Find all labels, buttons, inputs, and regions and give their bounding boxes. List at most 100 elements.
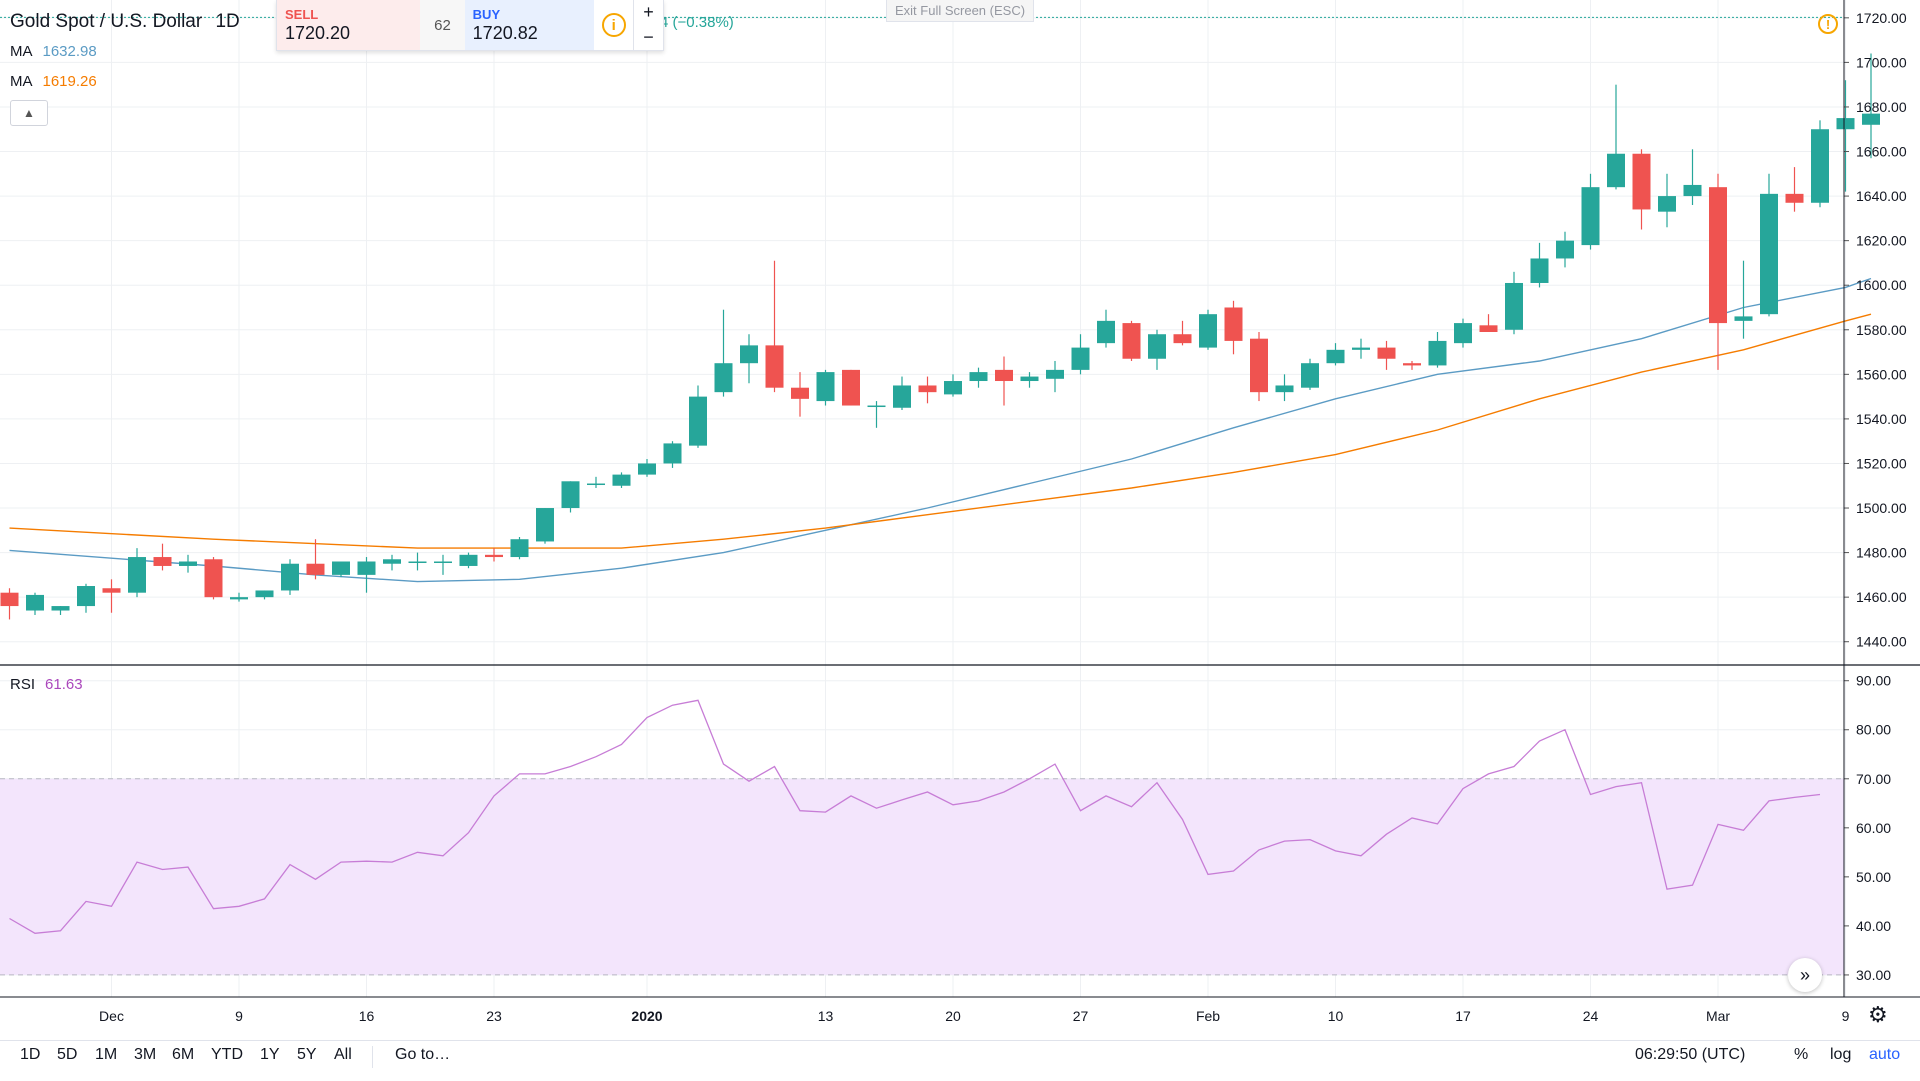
- candle: [1505, 271, 1523, 335]
- rsi-axis-label: 60.00: [1856, 820, 1891, 836]
- utc-clock[interactable]: 06:29:50 (UTC): [1635, 1046, 1746, 1063]
- price-axis-label: 1580.00: [1856, 322, 1907, 338]
- candle-body: [204, 559, 223, 598]
- range-button-5y[interactable]: 5Y: [297, 1046, 317, 1063]
- candle: [1275, 374, 1294, 402]
- rsi-band: [0, 778, 1844, 975]
- zoom-in-button[interactable]: +: [643, 2, 654, 22]
- candle: [969, 367, 988, 388]
- symbol-title: Gold Spot / U.S. Dollar: [10, 11, 203, 32]
- range-button-5d[interactable]: 5D: [57, 1046, 78, 1063]
- range-button-6m[interactable]: 6M: [172, 1046, 195, 1063]
- candle-body: [995, 369, 1013, 382]
- time-axis-label: 9: [1842, 1008, 1850, 1024]
- axes: Dec 9 16 23 2020 13 20 27 Feb 10 17 24 Mar 9 1440.00 14…: [0, 0, 1920, 1024]
- candle-body: [893, 385, 911, 408]
- gear-icon[interactable]: ⚙: [1868, 1002, 1888, 1027]
- rsi-axis-label: 30.00: [1856, 967, 1891, 983]
- rsi-label: RSI: [10, 676, 36, 693]
- candle: [179, 554, 197, 573]
- info-button[interactable]: i: [594, 0, 633, 50]
- time-axis-label: 20: [945, 1008, 961, 1024]
- candle: [0, 588, 19, 620]
- candle: [765, 260, 784, 393]
- candle-body: [281, 563, 299, 591]
- ma2-legend[interactable]: MA 1619.26: [10, 73, 97, 90]
- zoom-out-button[interactable]: −: [643, 27, 654, 47]
- candle: [1734, 260, 1753, 339]
- candle: [638, 459, 656, 477]
- price-axis-label: 1500.00: [1856, 500, 1907, 516]
- range-button-ytd[interactable]: YTD: [211, 1046, 243, 1063]
- candle: [689, 385, 707, 448]
- candle-body: [77, 586, 95, 607]
- range-button-1m[interactable]: 1M: [95, 1046, 118, 1063]
- goto-date-button[interactable]: Go to…: [395, 1046, 451, 1063]
- candle-body: [1428, 340, 1447, 366]
- candle-body: [153, 557, 172, 566]
- candle: [1862, 53, 1880, 159]
- range-button-3m[interactable]: 3M: [134, 1046, 157, 1063]
- percent-scale-button[interactable]: %: [1794, 1046, 1809, 1063]
- double-chevron-right-icon: »: [1799, 964, 1810, 985]
- scroll-to-realtime-button[interactable]: »: [1788, 958, 1822, 992]
- symbol-legend[interactable]: Gold Spot / U.S. Dollar 1D: [10, 11, 240, 33]
- candle: [1199, 309, 1217, 350]
- exit-fullscreen-button[interactable]: Exit Full Screen (ESC): [886, 0, 1035, 22]
- candle-body: [1658, 196, 1676, 212]
- candle-body: [1581, 187, 1600, 246]
- candle-body: [1301, 363, 1319, 388]
- candle: [1556, 231, 1574, 268]
- price-chart[interactable]: Dec 9 16 23 2020 13 20 27 Feb 10 17 24 Mar 9 1440.00 14…: [0, 0, 1920, 1040]
- range-button-1d[interactable]: 1D: [20, 1046, 41, 1063]
- range-button-all[interactable]: All: [334, 1046, 352, 1063]
- candle: [204, 557, 223, 600]
- candle: [1683, 149, 1702, 205]
- candle-body: [1071, 347, 1090, 370]
- candle-body: [612, 474, 631, 486]
- candle-body: [485, 554, 503, 558]
- ma1-legend[interactable]: MA 1632.98: [10, 43, 97, 60]
- candle-body: [944, 381, 962, 395]
- candle: [791, 372, 809, 417]
- candle-body: [1709, 187, 1727, 324]
- alert-icon[interactable]: !: [1818, 14, 1838, 34]
- auto-scale-button[interactable]: auto: [1869, 1046, 1901, 1063]
- candle-body: [1275, 385, 1294, 393]
- candle-body: [1377, 347, 1396, 359]
- candle-body: [1505, 282, 1523, 330]
- buy-price: 1720.82: [472, 22, 538, 43]
- rsi-legend[interactable]: RSI 61.63: [10, 676, 83, 693]
- ma-fast-line: [9, 277, 1872, 583]
- moving-averages: [9, 277, 1872, 583]
- candle-body: [867, 405, 886, 408]
- spread-value: 62: [420, 0, 465, 50]
- candle-body: [663, 443, 682, 464]
- candle-body: [332, 561, 350, 575]
- candle-body: [969, 372, 988, 382]
- sell-price: 1720.20: [285, 22, 351, 43]
- candle-body: [587, 483, 605, 486]
- ma1-value: 1632.98: [42, 43, 97, 60]
- candle: [510, 536, 529, 560]
- sell-button[interactable]: SELL 1720.20: [277, 0, 421, 50]
- candle: [408, 552, 427, 571]
- candle: [1454, 318, 1472, 348]
- time-axis-label: 2020: [631, 1008, 662, 1024]
- candle: [153, 543, 172, 571]
- candle: [995, 356, 1013, 406]
- candle: [1760, 173, 1778, 317]
- buy-button[interactable]: BUY 1720.82: [464, 0, 595, 50]
- candle-body: [26, 594, 44, 611]
- collapse-legend-button[interactable]: ▲: [10, 100, 48, 126]
- rsi-axis-label: 90.00: [1856, 673, 1891, 689]
- time-axis-label: Mar: [1706, 1008, 1730, 1024]
- candle: [1224, 300, 1243, 355]
- candle: [1250, 332, 1268, 402]
- log-scale-button[interactable]: log: [1830, 1046, 1852, 1063]
- candle: [459, 552, 478, 569]
- rsi-axis-label: 80.00: [1856, 722, 1891, 738]
- candle: [1046, 360, 1064, 393]
- range-button-1y[interactable]: 1Y: [260, 1046, 280, 1063]
- candle-body: [561, 481, 580, 509]
